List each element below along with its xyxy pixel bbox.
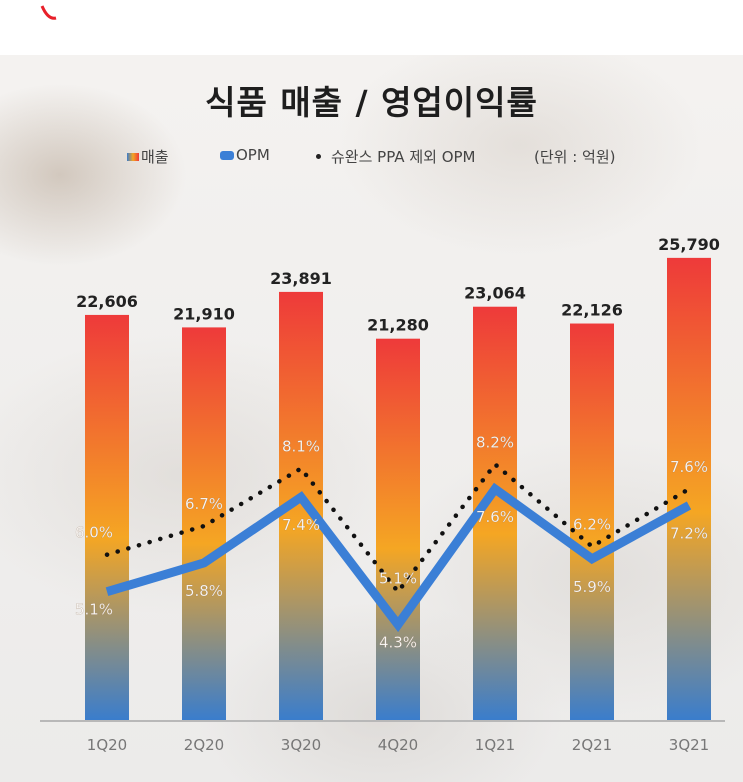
- legend-item-opm: OPM: [220, 146, 270, 164]
- legend-item-sales: 매출: [127, 146, 169, 167]
- ppa-opm-data-label: 7.6%: [670, 458, 708, 476]
- sales-value-label: 23,064: [464, 284, 526, 303]
- ppa-opm-data-label: 8.2%: [476, 433, 514, 451]
- sales-value-label: 22,126: [561, 301, 623, 320]
- opm-data-label: 5.8%: [185, 582, 223, 600]
- opm-data-label: 7.6%: [476, 508, 514, 526]
- sales-value-label: 25,790: [658, 235, 720, 254]
- category-tick-label: 2Q20: [184, 736, 224, 754]
- sales-value-label: 22,606: [76, 292, 138, 311]
- header-strip: [0, 0, 743, 55]
- legend-label-opm: OPM: [236, 146, 270, 164]
- sales-bar: [85, 314, 129, 720]
- sales-value-label: 21,280: [367, 316, 429, 335]
- red-accent-mark: [40, 5, 57, 20]
- category-tick-label: 4Q20: [378, 736, 418, 754]
- chart-title: 식품 매출 / 영업이익률: [205, 83, 538, 122]
- legend-swatch-opm: [220, 150, 234, 160]
- ppa-opm-data-label: 8.1%: [282, 437, 320, 455]
- sales-value-label: 21,910: [173, 304, 235, 323]
- unit-label: (단위 : 억원): [534, 148, 616, 166]
- category-tick-label: 3Q21: [669, 736, 709, 754]
- legend-swatch-sales: [127, 152, 139, 161]
- sales-value-label: 23,891: [270, 269, 332, 288]
- category-tick-label: 1Q20: [87, 736, 127, 754]
- sales-bar: [182, 327, 226, 720]
- category-tick-label: 1Q21: [475, 736, 515, 754]
- opm-data-label: 5.9%: [573, 578, 611, 596]
- opm-data-label: 5.1%: [75, 601, 113, 619]
- opm-data-label: 7.4%: [282, 516, 320, 534]
- ppa-opm-data-label: 6.7%: [185, 495, 223, 513]
- legend-label-sales: 매출: [141, 148, 169, 166]
- legend-item-ppa-opm: 슈완스 PPA 제외 OPM: [316, 146, 476, 167]
- opm-data-label: 7.2%: [670, 524, 708, 542]
- chart-legend: 매출 OPM 슈완스 PPA 제외 OPM: [0, 146, 743, 170]
- sales-bar: [376, 338, 420, 720]
- category-tick-label: 3Q20: [281, 736, 321, 754]
- ppa-opm-line: [104, 461, 692, 596]
- opm-line: [105, 482, 692, 633]
- legend-label-ppa-opm: 슈완스 PPA 제외 OPM: [331, 148, 476, 166]
- legend-swatch-ppa-opm: [316, 154, 321, 159]
- ppa-opm-data-label: 6.2%: [573, 516, 611, 534]
- ppa-opm-data-label: 6.0%: [75, 524, 113, 542]
- category-tick-label: 2Q21: [572, 736, 612, 754]
- sales-bar: [667, 257, 711, 720]
- sales-bar: [570, 323, 614, 720]
- ppa-opm-data-label: 5.1%: [379, 570, 417, 588]
- opm-data-label: 4.3%: [379, 634, 417, 652]
